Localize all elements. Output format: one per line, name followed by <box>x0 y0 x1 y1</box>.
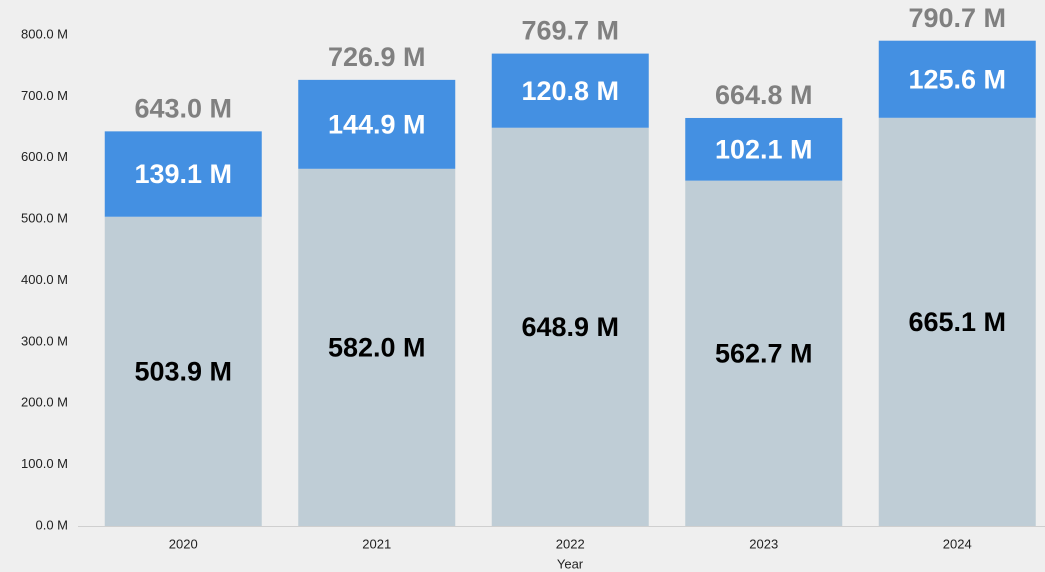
y-tick-label: 700.0 M <box>21 88 68 103</box>
data-label: 102.1 M <box>715 134 813 164</box>
y-tick-label: 300.0 M <box>21 333 68 348</box>
bar-segment <box>685 117 843 181</box>
data-label: 120.8 M <box>521 76 619 106</box>
y-tick-label: 500.0 M <box>21 211 68 226</box>
bar-segment <box>878 117 1036 527</box>
total-label: 664.8 M <box>715 80 813 110</box>
bar-segment <box>491 127 649 527</box>
total-label: 790.7 M <box>908 3 1006 33</box>
total-label: 726.9 M <box>328 42 426 72</box>
data-label: 144.9 M <box>328 109 426 139</box>
data-label: 139.1 M <box>134 159 232 189</box>
y-tick-label: 100.0 M <box>21 456 68 471</box>
bar-segment <box>104 131 262 217</box>
x-tick-label: 2023 <box>749 536 778 551</box>
data-label: 648.9 M <box>521 312 619 342</box>
data-label: 125.6 M <box>908 64 1006 94</box>
x-tick-label: 2024 <box>943 536 972 551</box>
bar-segment <box>685 180 843 526</box>
data-label: 582.0 M <box>328 333 426 363</box>
bar-segment <box>878 40 1036 118</box>
y-tick-label: 200.0 M <box>21 395 68 410</box>
bar-segment <box>104 216 262 526</box>
bar-segment <box>298 79 456 169</box>
x-tick-label: 2021 <box>362 536 391 551</box>
data-label: 503.9 M <box>134 356 232 386</box>
y-tick-label: 600.0 M <box>21 149 68 164</box>
y-tick-label: 400.0 M <box>21 272 68 287</box>
bar-segment <box>298 168 456 527</box>
bar-segment <box>491 53 649 128</box>
x-axis-label: Year <box>557 556 584 571</box>
y-tick-label: 800.0 M <box>21 26 68 41</box>
total-label: 769.7 M <box>521 16 619 46</box>
y-tick-label: 0.0 M <box>35 517 68 532</box>
data-label: 665.1 M <box>908 307 1006 337</box>
x-tick-label: 2020 <box>169 536 198 551</box>
data-label: 562.7 M <box>715 338 813 368</box>
total-label: 643.0 M <box>134 93 232 123</box>
x-tick-label: 2022 <box>556 536 585 551</box>
